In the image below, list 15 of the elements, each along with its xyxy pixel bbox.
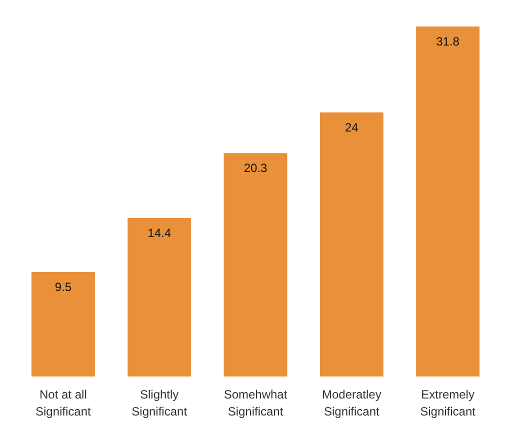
data-label: 14.4 bbox=[148, 226, 172, 240]
x-tick-label: Moderatley Significant bbox=[322, 388, 382, 418]
bar bbox=[224, 153, 288, 376]
data-label: 31.8 bbox=[436, 34, 460, 48]
bar bbox=[416, 26, 480, 376]
x-tick-label: Slightly Significant bbox=[132, 388, 188, 418]
x-tick-label: Not at all Significant bbox=[36, 388, 92, 418]
data-label: 20.3 bbox=[244, 161, 268, 176]
bar bbox=[320, 112, 384, 376]
bar bbox=[128, 218, 192, 376]
data-label: 24 bbox=[344, 120, 359, 134]
data-label: 9.5 bbox=[54, 280, 72, 294]
bar bbox=[31, 272, 95, 376]
x-tick-label: Extremely Significant bbox=[420, 388, 476, 418]
x-tick-label: Somehwhat Significant bbox=[224, 388, 288, 418]
